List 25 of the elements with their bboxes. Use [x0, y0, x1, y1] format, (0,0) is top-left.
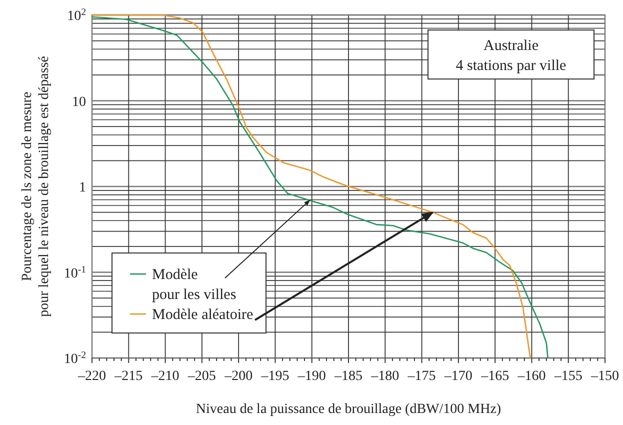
x-tick-label: –205	[186, 369, 216, 384]
x-tick-label: –210	[150, 369, 180, 384]
x-tick-label: –150	[590, 369, 619, 384]
y-tick-label: 10	[72, 94, 86, 110]
legend-label: Modèle pour les villes	[152, 267, 236, 303]
x-tick-label: –185	[334, 369, 362, 384]
x-tick-label: –180	[370, 369, 400, 384]
y-tick-label: 10$^{2}$	[67, 6, 86, 24]
x-tick-label: –220	[77, 369, 106, 384]
y-tick-label: 1	[79, 180, 86, 196]
legend-label: Modèle aléatoire	[152, 307, 254, 323]
x-tick-label: –175	[406, 369, 436, 384]
x-tick-label: –190	[296, 369, 326, 384]
x-tick-label: –165	[480, 369, 510, 384]
annotation: Australie 4 stations par ville	[456, 38, 567, 74]
x-tick-label: –200	[224, 369, 253, 384]
y-tick-label: 10$^{-2}$	[64, 350, 86, 367]
x-tick-label: –195	[260, 369, 290, 384]
x-axis-title: Niveau de la puissance de brouillage (dBW/100 MHz)	[196, 402, 502, 417]
y-axis-title: Pourcentage de ls zone de mesure pour lequel le niveau de brouillage est dépassé	[20, 56, 52, 317]
x-tick-label: –170	[443, 369, 472, 384]
y-tick-label: 10$^{-1}$	[64, 264, 86, 282]
x-tick-label: –215	[114, 369, 143, 384]
x-tick-label: –155	[553, 369, 582, 384]
x-tick-label: –160	[516, 369, 546, 384]
